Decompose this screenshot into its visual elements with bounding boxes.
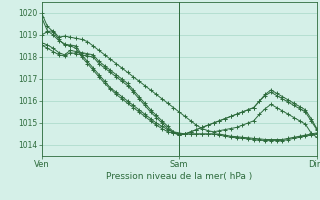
X-axis label: Pression niveau de la mer( hPa ): Pression niveau de la mer( hPa ) — [106, 172, 252, 181]
